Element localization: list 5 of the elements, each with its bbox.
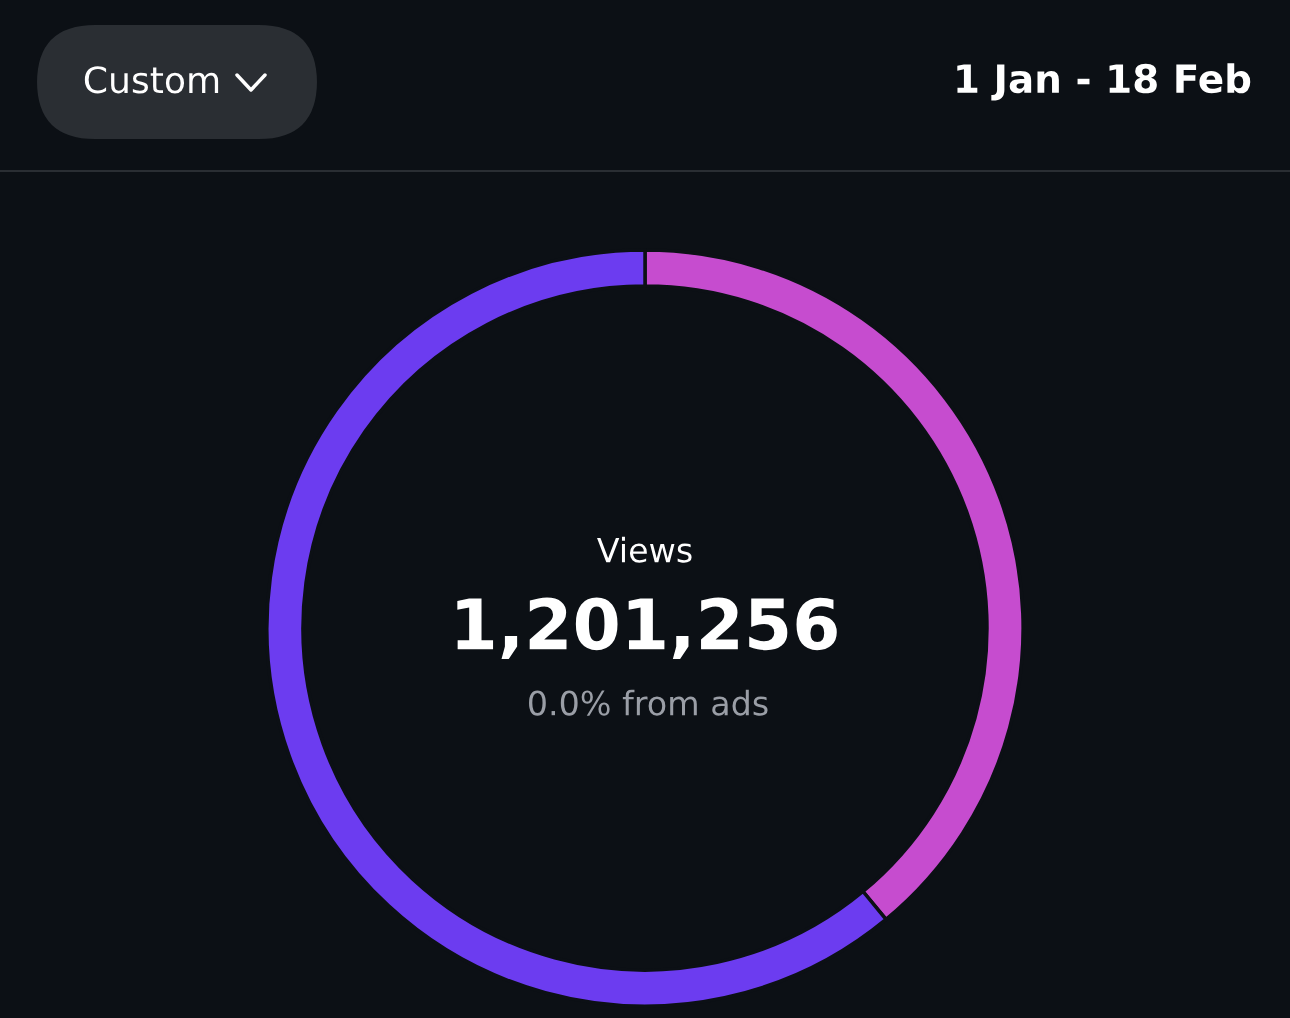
text: Custom bbox=[84, 66, 219, 94]
text: 0.0% from ads bbox=[529, 689, 768, 716]
text: 1,201,256 bbox=[457, 597, 837, 660]
text: 1 Jan - 18 Feb bbox=[957, 63, 1251, 101]
text: Views bbox=[597, 536, 692, 563]
